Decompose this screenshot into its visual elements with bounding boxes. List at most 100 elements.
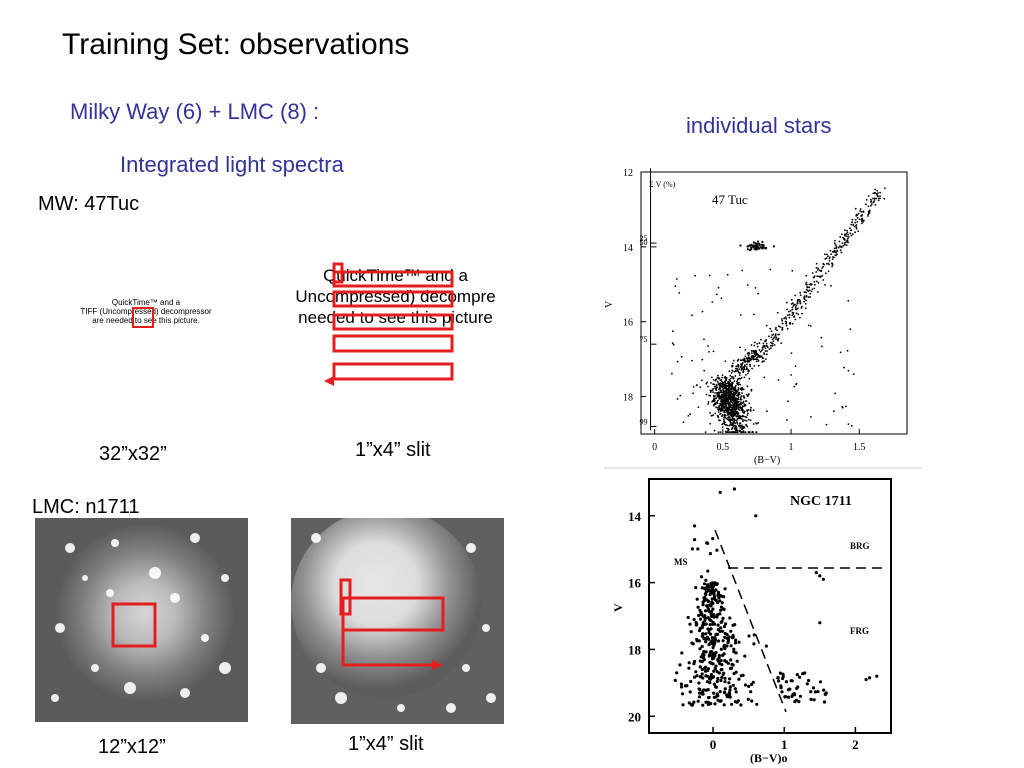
cmd2-xtick-label: 1: [781, 737, 788, 752]
cmd1-point: [738, 425, 741, 428]
cmd1-point: [735, 391, 738, 394]
cmd2-point: [788, 687, 792, 691]
cmd1-point: [749, 357, 752, 360]
cmd1-point: [870, 204, 872, 207]
cmd1-point: [783, 317, 786, 320]
cmd1-point: [748, 377, 751, 380]
cmd2-point: [705, 604, 709, 608]
cmd1-point: [821, 345, 823, 348]
cmd2-point: [734, 651, 738, 655]
cmd1-point: [765, 324, 768, 327]
cmd1-point: [740, 369, 743, 371]
cmd2-point: [736, 699, 740, 703]
cmd2-point: [823, 692, 827, 696]
cmd2-point: [703, 616, 707, 620]
cmd2-point: [707, 589, 711, 593]
cmd1-ytick-label: 12: [623, 168, 633, 179]
cmd1-point: [849, 229, 852, 232]
cmd1-point: [784, 316, 787, 318]
cmd2-point: [726, 637, 731, 642]
cmd2-point: [733, 687, 737, 691]
cmd1-point: [816, 280, 818, 283]
cmd2-point: [718, 594, 722, 598]
cmd2-point: [816, 690, 820, 694]
cmd1-point: [801, 305, 803, 308]
cmd1-point: [747, 394, 750, 396]
cmd1-point: [839, 351, 842, 354]
cmd2-point: [709, 676, 713, 680]
cmd1-point: [680, 355, 683, 358]
cmd1-point: [744, 431, 747, 433]
cmd2-point: [795, 673, 799, 677]
cmd1-point: [723, 399, 726, 401]
cmd1-point: [740, 431, 742, 433]
cmd1-point: [799, 302, 802, 305]
cmd2-point: [743, 654, 747, 658]
cmd2-point: [709, 661, 713, 665]
cmd1-point: [723, 409, 725, 412]
cmd1-point: [756, 246, 759, 249]
cmd1-point: [874, 188, 876, 191]
cmd2-point: [730, 702, 734, 706]
cmd1-point: [742, 368, 744, 371]
cmd2-point: [822, 700, 827, 704]
cmd2-frg-label: FRG: [850, 626, 869, 636]
cmd1-point: [716, 395, 719, 398]
cmd2-point: [725, 632, 729, 637]
cmd1-point: [717, 286, 720, 289]
cmd2-point: [715, 548, 719, 552]
cmd1-point: [813, 276, 815, 279]
cmd1-point: [794, 365, 797, 367]
cmd1-point: [740, 359, 743, 362]
cmd1-point: [741, 269, 744, 272]
cmd1-point: [716, 380, 719, 383]
cmd1-point: [822, 265, 825, 268]
cmd1-point: [831, 258, 834, 260]
cmd2-point: [706, 688, 710, 692]
cmd1-point: [755, 354, 757, 356]
cmd1-point: [855, 227, 858, 230]
cmd1-point: [738, 430, 741, 432]
cmd2-point: [712, 682, 716, 686]
cmd2-point: [704, 632, 708, 636]
cmd2-point: [737, 677, 741, 681]
cmd2-point: [729, 644, 733, 648]
cmd1-point: [721, 426, 724, 429]
cmd1-point: [755, 244, 758, 247]
cmd2-point: [690, 547, 694, 551]
cmd2-point: [868, 676, 872, 680]
cmd1-point: [711, 301, 714, 303]
cmd1-point: [795, 312, 798, 315]
cmd1-point: [718, 383, 721, 386]
cmd2-point: [734, 638, 738, 642]
cmd2-ytick-label: 16: [628, 576, 642, 591]
cmd1-point: [752, 423, 755, 425]
cmd1-point: [759, 350, 762, 353]
cmd1-point: [867, 205, 870, 208]
cmd1-point: [716, 414, 719, 417]
cmd1-point: [847, 369, 850, 372]
cmd1-point: [796, 302, 799, 305]
cmd2-point: [728, 666, 733, 670]
cmd1-point: [714, 402, 716, 404]
cmd1-point: [833, 242, 836, 245]
cmd2-point: [704, 700, 708, 704]
cmd1-point: [884, 187, 886, 190]
cmd1-point: [713, 385, 716, 388]
cmd1-point: [742, 388, 745, 391]
cmd1-point: [834, 239, 836, 242]
cmd2-point: [708, 641, 712, 645]
cmd2-point: [712, 613, 716, 617]
cmd2-point: [715, 583, 719, 587]
cmd1-point: [736, 382, 739, 385]
cmd2-point: [698, 647, 702, 651]
cmd1-point: [828, 263, 830, 266]
caption-32x32: 32”x32”: [99, 443, 167, 465]
cmd2-point: [722, 703, 726, 707]
cmd2-point: [746, 697, 750, 701]
cmd1-point: [859, 208, 862, 210]
cmd2-point: [809, 697, 813, 701]
cmd2-point: [737, 640, 741, 644]
cmd2-point: [708, 681, 712, 685]
